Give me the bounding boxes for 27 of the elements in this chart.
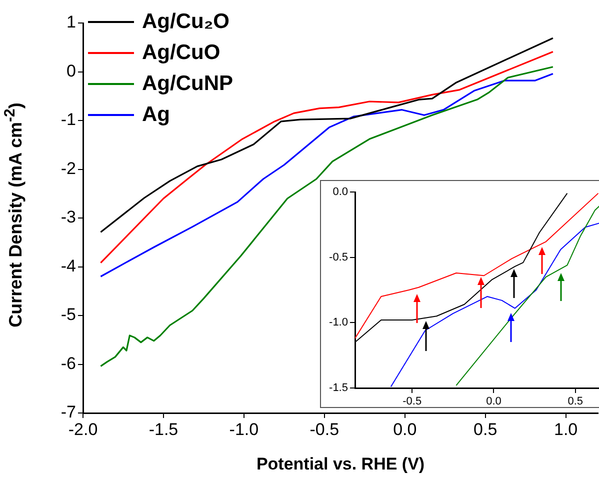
legend-label: Ag/CuNP [142,72,233,96]
y-tick-label: -3 [60,208,76,227]
y-tick-label: -4 [60,256,76,276]
x-tick-label: 0.5 [568,396,584,408]
y-tick-label: 0 [66,61,76,80]
y-tick-label: -1.0 [329,316,348,329]
y-tick-label: -7 [60,402,76,422]
x-tick-label: 0.5 [474,420,498,439]
legend-label: Ag/CuO [142,40,220,64]
y-tick-label: -0.5 [329,251,348,264]
legend-label: Ag/Cu₂O [142,10,230,34]
y-tick-label: -1.5 [329,382,348,394]
y-tick-label: -1 [60,110,76,130]
x-tick-label: -1.5 [148,420,178,439]
y-tick-label: -5 [60,305,76,324]
y-tick-label: -6 [60,354,76,373]
x-tick-label: -1.0 [229,420,259,439]
y-tick-label: 0.0 [332,186,348,198]
x-tick-label: 1.0 [554,420,578,439]
y-tick-label: -2 [60,158,76,178]
x-tick-label: 0.0 [486,396,502,408]
x-tick-label: -0.5 [402,396,422,408]
y-tick-label: 1 [66,12,76,32]
x-tick-label: 0.0 [393,420,417,439]
x-axis-title: Potential vs. RHE (V) [256,454,425,474]
legend-label: Ag [142,102,170,126]
x-tick-label: -2.0 [68,420,98,439]
